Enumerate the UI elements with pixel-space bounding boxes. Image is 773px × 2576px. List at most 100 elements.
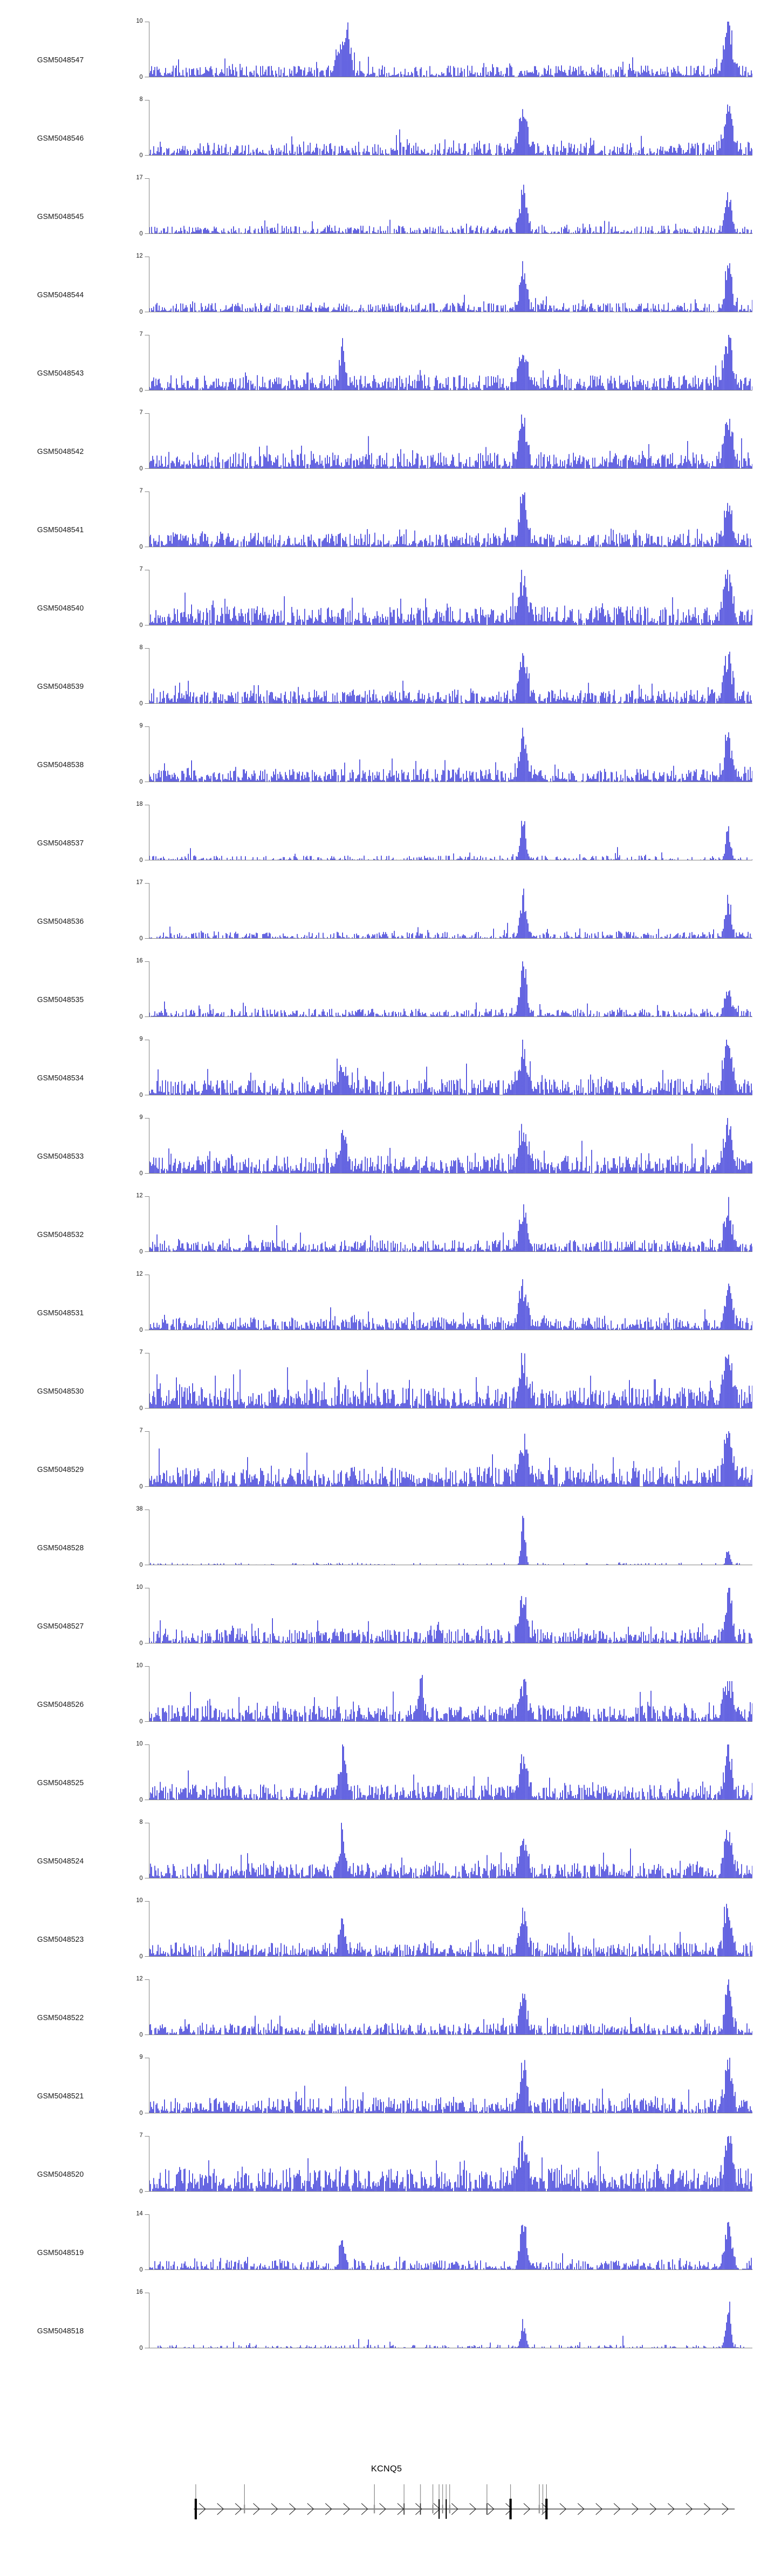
coverage-track[interactable]: GSM5048533 9 0 xyxy=(0,1114,773,1176)
coverage-track[interactable]: GSM5048524 8 0 xyxy=(0,1819,773,1881)
coverage-track[interactable]: GSM5048525 10 0 xyxy=(0,1741,773,1803)
track-sample-label: GSM5048541 xyxy=(37,526,84,534)
track-y-axis: 12 0 xyxy=(136,1976,149,2038)
coverage-profile[interactable] xyxy=(149,2293,752,2348)
coverage-profile[interactable] xyxy=(149,805,752,860)
coverage-profile[interactable] xyxy=(149,648,752,704)
coverage-track[interactable]: GSM5048540 7 0 xyxy=(0,566,773,628)
y-axis-tick-max xyxy=(145,1979,149,1980)
y-axis-max-label: 10 xyxy=(136,1584,143,1590)
gene-annotation-track[interactable]: KCNQ5 xyxy=(0,2458,773,2530)
coverage-track[interactable]: GSM5048520 7 0 xyxy=(0,2132,773,2194)
coverage-profile[interactable] xyxy=(149,1823,752,1878)
coverage-track[interactable]: GSM5048532 12 0 xyxy=(0,1193,773,1255)
coverage-track[interactable]: GSM5048519 14 0 xyxy=(0,2211,773,2273)
coverage-profile[interactable] xyxy=(149,1979,752,2035)
coverage-profile[interactable] xyxy=(149,1040,752,1095)
coverage-profile[interactable] xyxy=(149,413,752,469)
coverage-profile[interactable] xyxy=(149,1431,752,1487)
track-baseline xyxy=(149,1173,752,1174)
y-axis-tick-max xyxy=(145,726,149,727)
coverage-profile[interactable] xyxy=(149,2214,752,2270)
track-sample-label: GSM5048539 xyxy=(37,682,84,691)
track-sample-label: GSM5048543 xyxy=(37,369,84,378)
gene-model-glyph[interactable] xyxy=(149,2482,752,2519)
coverage-profile[interactable] xyxy=(149,726,752,782)
coverage-profile[interactable] xyxy=(149,1588,752,1643)
coverage-profile[interactable] xyxy=(149,1196,752,1252)
y-axis-max-label: 9 xyxy=(139,1114,143,1121)
coverage-track[interactable]: GSM5048545 17 0 xyxy=(0,175,773,236)
coverage-track[interactable]: GSM5048542 7 0 xyxy=(0,410,773,471)
y-axis-tick-max xyxy=(145,1744,149,1745)
track-sample-label: GSM5048521 xyxy=(37,2092,84,2100)
y-axis-max-label: 16 xyxy=(136,958,143,964)
y-axis-zero-label: 0 xyxy=(139,1562,143,1568)
coverage-track[interactable]: GSM5048523 10 0 xyxy=(0,1897,773,1959)
coverage-track[interactable]: GSM5048531 12 0 xyxy=(0,1271,773,1333)
coverage-profile[interactable] xyxy=(149,492,752,547)
coverage-track[interactable]: GSM5048537 18 0 xyxy=(0,801,773,863)
coverage-track[interactable]: GSM5048539 8 0 xyxy=(0,645,773,706)
coverage-profile[interactable] xyxy=(149,1510,752,1565)
coverage-track[interactable]: GSM5048534 9 0 xyxy=(0,1036,773,1098)
coverage-profile[interactable] xyxy=(149,1744,752,1800)
coverage-profile[interactable] xyxy=(149,1275,752,1330)
coverage-track[interactable]: GSM5048521 9 0 xyxy=(0,2054,773,2116)
coverage-track[interactable]: GSM5048522 12 0 xyxy=(0,1976,773,2038)
coverage-profile[interactable] xyxy=(149,1901,752,1957)
coverage-track[interactable]: GSM5048530 7 0 xyxy=(0,1349,773,1411)
coverage-track[interactable]: GSM5048527 10 0 xyxy=(0,1584,773,1646)
coverage-track[interactable]: GSM5048546 8 0 xyxy=(0,96,773,158)
coverage-profile[interactable] xyxy=(149,100,752,156)
coverage-profile[interactable] xyxy=(149,335,752,391)
track-sample-label: GSM5048518 xyxy=(37,2327,84,2335)
coverage-svg xyxy=(149,1353,752,1409)
coverage-track[interactable]: GSM5048541 7 0 xyxy=(0,488,773,550)
track-baseline xyxy=(149,1721,752,1722)
y-axis-tick-zero xyxy=(145,938,149,939)
coverage-svg xyxy=(149,257,752,312)
y-axis-max-label: 7 xyxy=(139,331,143,337)
gene-model-svg xyxy=(194,2484,735,2519)
coverage-track[interactable]: GSM5048526 10 0 xyxy=(0,1663,773,1724)
coverage-track[interactable]: GSM5048535 16 0 xyxy=(0,958,773,1020)
coverage-svg xyxy=(149,1431,752,1487)
coverage-track[interactable]: GSM5048538 9 0 xyxy=(0,723,773,785)
coverage-track[interactable]: GSM5048528 38 0 xyxy=(0,1506,773,1568)
coverage-profile[interactable] xyxy=(149,2058,752,2113)
coverage-profile[interactable] xyxy=(149,961,752,1017)
coverage-profile[interactable] xyxy=(149,1118,752,1174)
coverage-profile[interactable] xyxy=(149,883,752,939)
y-axis-tick-zero xyxy=(145,1173,149,1174)
y-axis-max-label: 14 xyxy=(136,2211,143,2217)
y-axis-max-label: 12 xyxy=(136,1976,143,1982)
y-axis-max-label: 7 xyxy=(139,488,143,494)
coverage-track[interactable]: GSM5048544 12 0 xyxy=(0,253,773,315)
y-axis-max-label: 10 xyxy=(136,18,143,24)
coverage-track[interactable]: GSM5048536 17 0 xyxy=(0,879,773,941)
coverage-track[interactable]: GSM5048547 10 0 xyxy=(0,18,773,80)
coverage-profile[interactable] xyxy=(149,1666,752,1722)
coverage-profile[interactable] xyxy=(149,257,752,312)
coverage-profile[interactable] xyxy=(149,570,752,625)
y-axis-max-label: 17 xyxy=(136,175,143,181)
coverage-track[interactable]: GSM5048529 7 0 xyxy=(0,1428,773,1489)
coverage-profile[interactable] xyxy=(149,2136,752,2192)
coverage-profile[interactable] xyxy=(149,1353,752,1409)
coverage-profile[interactable] xyxy=(149,178,752,234)
coverage-track[interactable]: GSM5048518 16 0 xyxy=(0,2289,773,2351)
gene-name-label: KCNQ5 xyxy=(371,2464,402,2473)
coverage-track[interactable]: GSM5048543 7 0 xyxy=(0,331,773,393)
coverage-profile[interactable] xyxy=(149,22,752,77)
track-sample-label: GSM5048540 xyxy=(37,604,84,613)
y-axis-tick-zero xyxy=(145,2269,149,2270)
y-axis-tick-max xyxy=(145,1431,149,1432)
coverage-svg xyxy=(149,961,752,1017)
y-axis-zero-label: 0 xyxy=(139,309,143,315)
track-sample-label: GSM5048544 xyxy=(37,291,84,299)
